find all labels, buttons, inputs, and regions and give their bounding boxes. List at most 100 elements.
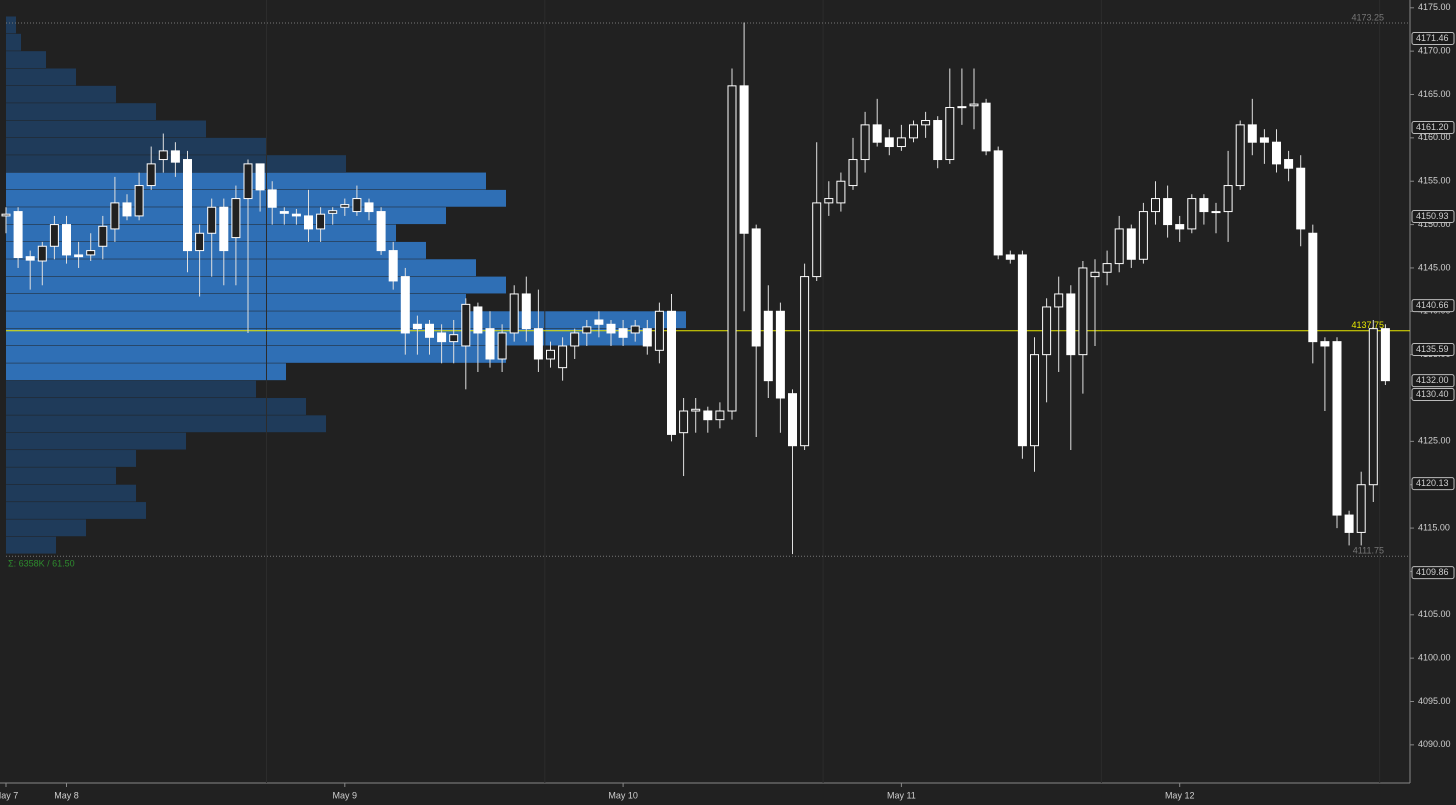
candle-body bbox=[267, 189, 277, 208]
candle-body bbox=[1175, 224, 1185, 230]
price-label-box bbox=[1411, 374, 1455, 388]
price-label-box bbox=[1411, 210, 1455, 224]
y-tick-label: 4145.00 bbox=[1418, 262, 1451, 272]
candle-body bbox=[328, 210, 338, 214]
candle-body bbox=[376, 211, 386, 252]
volume-profile-bar bbox=[6, 259, 476, 277]
price-label-box bbox=[1411, 120, 1455, 134]
volume-profile-bar bbox=[6, 398, 306, 415]
candle-body bbox=[909, 124, 918, 139]
candle-body bbox=[412, 323, 422, 330]
candle-body bbox=[219, 206, 229, 252]
candle-body bbox=[763, 310, 773, 382]
price-label-box bbox=[1411, 31, 1455, 45]
candle-body bbox=[437, 332, 447, 343]
candle-body bbox=[872, 124, 882, 143]
candle-body bbox=[497, 332, 507, 360]
volume-profile-bar bbox=[6, 241, 426, 259]
candle-body bbox=[461, 303, 471, 347]
volume-profile-bar bbox=[6, 16, 16, 34]
price-label-box bbox=[1411, 566, 1455, 580]
candle-body bbox=[13, 211, 23, 259]
candle-body bbox=[945, 107, 955, 161]
volume-profile-bar bbox=[6, 519, 86, 537]
candle-body bbox=[1308, 232, 1318, 343]
candle-body bbox=[509, 293, 519, 334]
price-label: 4150.93 bbox=[1416, 211, 1449, 221]
candle-body bbox=[1320, 341, 1330, 347]
volume-profile-bar bbox=[6, 415, 326, 433]
candle-body bbox=[1151, 198, 1160, 213]
candle-body bbox=[618, 328, 628, 338]
summary: Σ: 6358K / 61.50 bbox=[8, 558, 75, 568]
candle-body bbox=[751, 228, 761, 347]
y-tick-label: 4095.00 bbox=[1418, 696, 1451, 706]
candle-body bbox=[146, 163, 156, 187]
candle-body bbox=[1, 213, 11, 217]
candle-body bbox=[86, 250, 96, 256]
candle-body bbox=[1272, 141, 1281, 165]
candle-body bbox=[969, 103, 979, 107]
candle-body bbox=[1090, 271, 1100, 278]
candle-body bbox=[1138, 211, 1148, 260]
price-label-box bbox=[1411, 477, 1455, 491]
candle-body bbox=[788, 393, 797, 447]
price-label: 4109.86 bbox=[1416, 567, 1449, 577]
candle-body bbox=[1042, 306, 1052, 356]
candle-body bbox=[546, 349, 555, 360]
volume-profile-bar bbox=[6, 432, 186, 450]
candle-body bbox=[1380, 328, 1390, 382]
candle-body bbox=[1284, 159, 1294, 169]
candle-body bbox=[884, 137, 894, 148]
candle-body bbox=[1332, 341, 1342, 516]
candle-body bbox=[364, 202, 374, 213]
candle-body bbox=[775, 310, 785, 399]
price-label: 4135.59 bbox=[1416, 344, 1449, 354]
candle-body bbox=[824, 198, 834, 204]
y-tick-label: 4160.00 bbox=[1418, 132, 1451, 142]
volume-profile-bar bbox=[6, 51, 46, 69]
candle-body bbox=[1199, 198, 1209, 213]
candle-body bbox=[1005, 254, 1015, 260]
price-label: 4132.00 bbox=[1416, 375, 1449, 385]
x-tick-label: May 7 bbox=[0, 790, 18, 800]
candle-body bbox=[1223, 185, 1233, 213]
volume-profile-bar bbox=[6, 450, 136, 467]
price-label-box bbox=[1411, 343, 1455, 357]
candle-body bbox=[715, 410, 725, 421]
volume-profile-bar bbox=[6, 363, 286, 381]
price-level-label: 4111.75 bbox=[1353, 546, 1384, 556]
candle-body bbox=[957, 106, 967, 109]
candle-body bbox=[896, 137, 906, 148]
candle-body bbox=[425, 323, 434, 338]
candle-body bbox=[473, 306, 483, 334]
candle-body bbox=[1368, 328, 1378, 486]
candle-body bbox=[654, 310, 664, 351]
volume-profile-bar bbox=[6, 120, 206, 138]
y-tick-label: 4170.00 bbox=[1418, 46, 1451, 56]
candle-body bbox=[1235, 124, 1245, 187]
candle-body bbox=[37, 245, 47, 262]
candle-body bbox=[279, 211, 289, 214]
candle-body bbox=[1030, 354, 1039, 447]
candle-body bbox=[606, 323, 616, 334]
price-label-box bbox=[1411, 388, 1455, 402]
candle-body bbox=[848, 159, 858, 187]
candle-body bbox=[1017, 254, 1027, 447]
y-tick-label: 4105.00 bbox=[1418, 609, 1451, 619]
candle-body bbox=[679, 410, 689, 434]
volume-profile-bar bbox=[6, 536, 56, 554]
y-tick-label: 4165.00 bbox=[1418, 89, 1451, 99]
candle-body bbox=[98, 225, 108, 247]
candle-body bbox=[667, 310, 676, 435]
candle-body bbox=[570, 332, 580, 347]
candle-body bbox=[62, 224, 71, 256]
y-tick-label: 4115.00 bbox=[1418, 522, 1450, 532]
candle-body bbox=[594, 319, 604, 325]
price-label: 4171.46 bbox=[1416, 33, 1449, 43]
price-label: 4161.20 bbox=[1416, 122, 1449, 132]
volume-profile-bar bbox=[6, 293, 466, 311]
candle-body bbox=[304, 215, 313, 230]
candle-body bbox=[134, 185, 144, 217]
